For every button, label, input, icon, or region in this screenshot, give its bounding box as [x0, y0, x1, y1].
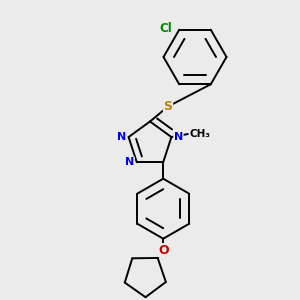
Text: N: N [117, 132, 126, 142]
Text: CH₃: CH₃ [189, 129, 210, 139]
Text: Cl: Cl [159, 22, 172, 35]
Text: O: O [158, 244, 169, 256]
Text: N: N [174, 132, 183, 142]
Text: S: S [164, 100, 172, 113]
Text: N: N [125, 157, 134, 167]
